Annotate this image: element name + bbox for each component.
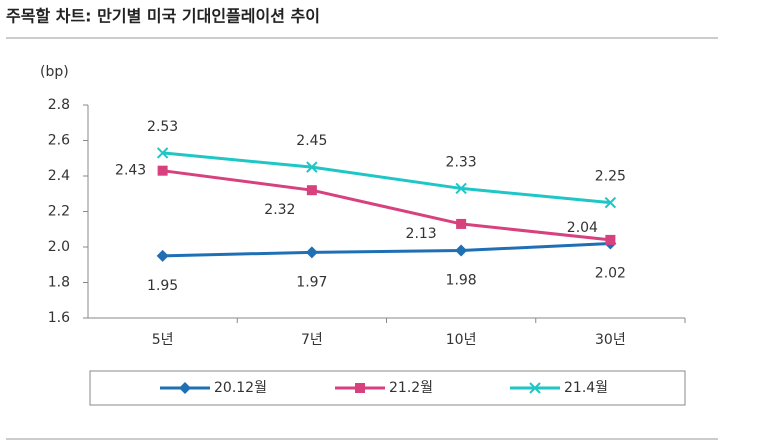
data-point [605,234,616,245]
legend-box [89,370,686,406]
data-label: 2.13 [406,226,437,242]
data-point [157,165,168,176]
series-line [162,241,611,258]
legend-marker [529,382,541,394]
data-point [306,161,318,173]
data-point [156,147,169,159]
legend-label: 21.2월 [389,380,433,396]
x-tick-label: 10년 [446,332,477,348]
y-tick-label: 1.6 [48,310,70,326]
data-label: 2.33 [446,154,477,170]
series-line [162,151,611,205]
x-tick-label: 5년 [152,332,174,348]
data-label: 1.95 [147,278,178,294]
y-tick-label: 2.2 [48,204,70,220]
legend-label: 20.12월 [214,380,267,396]
y-tick-label: 2.4 [48,168,70,184]
data-label: 2.02 [595,265,626,281]
chart-title: 주목할 차트: 만기별 미국 기대인플레이션 추이 [6,7,320,26]
series-line [162,169,611,242]
x-tick-label: 7년 [301,332,323,348]
data-label: 2.53 [147,119,178,135]
data-label: 2.43 [115,163,146,179]
data-label: 1.98 [446,273,477,289]
y-tick-label: 2.8 [48,97,70,113]
data-point [305,246,318,259]
y-axis-label: (bp) [40,64,69,80]
y-tick-label: 1.8 [48,275,70,291]
data-point [156,249,169,262]
data-point [455,244,468,257]
data-label: 2.32 [264,202,295,218]
data-point [306,185,317,196]
legend-label: 21.4월 [564,380,608,396]
data-point [456,218,467,229]
y-tick-label: 2.6 [48,133,70,149]
data-label: 2.25 [595,169,626,185]
y-tick-label: 2.0 [48,239,70,255]
legend-marker [179,382,191,394]
legend-marker [355,383,365,393]
data-point [604,196,617,209]
data-label: 1.97 [296,274,327,290]
data-point [455,182,467,195]
data-label: 2.45 [296,133,327,149]
data-label: 2.04 [567,220,598,236]
x-tick-label: 30년 [595,332,626,348]
